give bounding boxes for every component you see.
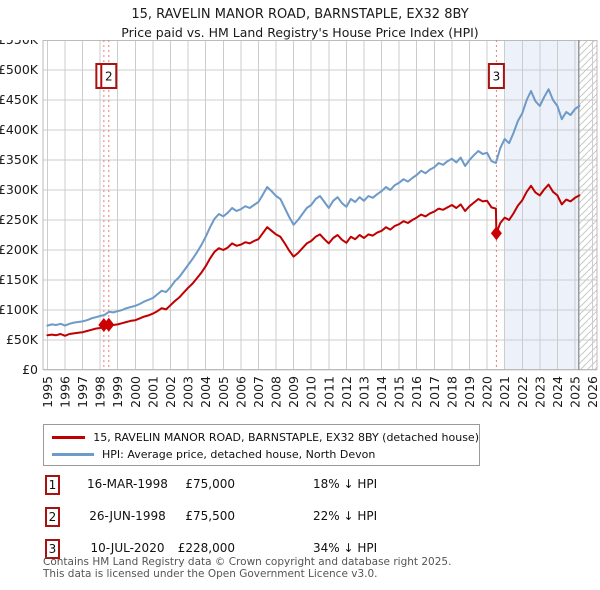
page-subtitle: Price paid vs. HM Land Registry's House … — [121, 25, 479, 40]
svg-text:£50K: £50K — [6, 332, 39, 347]
transaction-price: £75,000 — [185, 477, 235, 491]
svg-text:£500K: £500K — [0, 62, 39, 77]
svg-text:1995: 1995 — [40, 376, 55, 408]
svg-text:2015: 2015 — [392, 376, 407, 408]
table-row: 2 26-JUN-1998 £75,500 22% ↓ HPI — [0, 507, 600, 529]
page-title: 15, RAVELIN MANOR ROAD, BARNSTAPLE, EX32… — [131, 7, 469, 22]
svg-text:2013: 2013 — [356, 376, 371, 408]
property-line-swatch — [52, 436, 86, 439]
svg-text:2021: 2021 — [497, 376, 512, 408]
transaction-hpi-delta: 34% ↓ HPI — [313, 541, 378, 555]
svg-text:2020: 2020 — [480, 376, 495, 408]
price-chart: 123£0£50K£100K£150K£200K£250K£300K£350K£… — [0, 40, 600, 408]
svg-text:2017: 2017 — [427, 376, 442, 408]
svg-text:2005: 2005 — [216, 376, 231, 408]
transaction-number-badge: 2 — [45, 507, 60, 527]
svg-text:2004: 2004 — [198, 376, 213, 408]
svg-text:£250K: £250K — [0, 212, 39, 227]
svg-text:£0: £0 — [22, 362, 38, 377]
svg-text:£550K: £550K — [0, 40, 39, 47]
svg-text:2026: 2026 — [585, 376, 600, 408]
transaction-number-badge: 3 — [45, 539, 60, 559]
transaction-date: 16-MAR-1998 — [87, 477, 168, 491]
footer-line-2: This data is licensed under the Open Gov… — [43, 568, 378, 580]
svg-text:2012: 2012 — [339, 376, 354, 408]
svg-text:2010: 2010 — [304, 376, 319, 408]
svg-text:£400K: £400K — [0, 122, 39, 137]
transaction-price: £228,000 — [177, 541, 235, 555]
transaction-hpi-delta: 18% ↓ HPI — [313, 477, 378, 491]
svg-text:2007: 2007 — [251, 376, 266, 408]
svg-text:2003: 2003 — [181, 376, 196, 408]
svg-text:1997: 1997 — [75, 376, 90, 408]
svg-text:2009: 2009 — [286, 376, 301, 408]
svg-text:£150K: £150K — [0, 272, 39, 287]
svg-text:£300K: £300K — [0, 182, 39, 197]
svg-text:2008: 2008 — [269, 376, 284, 408]
chart-legend: 15, RAVELIN MANOR ROAD, BARNSTAPLE, EX32… — [43, 424, 480, 466]
transaction-number-badge: 1 — [45, 475, 60, 495]
legend-item-property: 15, RAVELIN MANOR ROAD, BARNSTAPLE, EX32… — [52, 429, 479, 446]
hpi-line-swatch — [52, 453, 94, 456]
svg-text:2006: 2006 — [233, 376, 248, 408]
svg-text:2000: 2000 — [128, 376, 143, 408]
svg-text:2022: 2022 — [515, 376, 530, 408]
svg-text:3: 3 — [493, 70, 501, 84]
svg-text:2025: 2025 — [568, 376, 583, 408]
svg-text:2: 2 — [105, 70, 113, 84]
footer-line-1: Contains HM Land Registry data © Crown c… — [43, 556, 452, 568]
svg-text:2016: 2016 — [409, 376, 424, 408]
svg-text:2002: 2002 — [163, 376, 178, 408]
legend-item-hpi: HPI: Average price, detached house, Nort… — [52, 446, 479, 463]
svg-text:2014: 2014 — [374, 376, 389, 408]
svg-text:2001: 2001 — [145, 376, 160, 408]
table-row: 1 16-MAR-1998 £75,000 18% ↓ HPI — [0, 475, 600, 497]
chart-titles: 15, RAVELIN MANOR ROAD, BARNSTAPLE, EX32… — [0, 6, 600, 41]
transaction-date: 10-JUL-2020 — [90, 541, 165, 555]
svg-text:2018: 2018 — [444, 376, 459, 408]
license-footer: Contains HM Land Registry data © Crown c… — [43, 556, 583, 580]
legend-label-hpi: HPI: Average price, detached house, Nort… — [102, 448, 376, 461]
svg-text:1998: 1998 — [93, 376, 108, 408]
table-row: 3 10-JUL-2020 £228,000 34% ↓ HPI — [0, 539, 600, 561]
svg-text:£100K: £100K — [0, 302, 39, 317]
svg-text:2023: 2023 — [532, 376, 547, 408]
svg-text:1996: 1996 — [57, 376, 72, 408]
svg-text:£450K: £450K — [0, 92, 39, 107]
transaction-date: 26-JUN-1998 — [89, 509, 166, 523]
svg-text:1999: 1999 — [110, 376, 125, 408]
transaction-hpi-delta: 22% ↓ HPI — [313, 509, 378, 523]
svg-text:2024: 2024 — [550, 376, 565, 408]
svg-text:2019: 2019 — [462, 376, 477, 408]
svg-text:£350K: £350K — [0, 152, 39, 167]
legend-label-property: 15, RAVELIN MANOR ROAD, BARNSTAPLE, EX32… — [93, 431, 479, 444]
transaction-price: £75,500 — [185, 509, 235, 523]
svg-text:2011: 2011 — [321, 376, 336, 408]
svg-text:£200K: £200K — [0, 242, 39, 257]
